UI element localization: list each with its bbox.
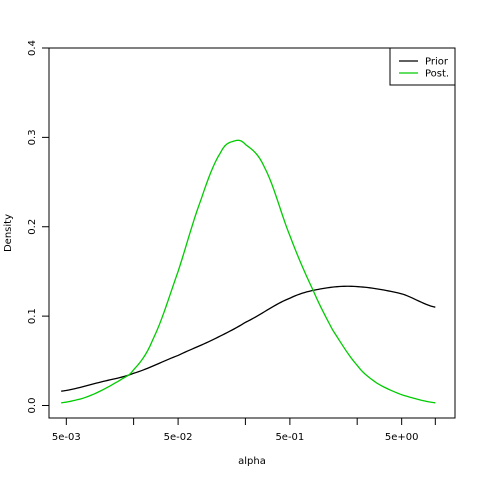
x-axis-label: alpha [238,456,266,467]
x-tick-label: 5e-01 [275,432,304,443]
y-tick-label: 0.2 [27,219,38,235]
y-tick-label: 0.1 [27,308,38,324]
x-tick-label: 5e+00 [385,432,419,443]
plot-frame [48,47,456,419]
y-axis-label: Density [3,214,14,252]
y-tick-label: 0.0 [27,398,38,414]
legend-label: Post. [425,69,449,80]
series-line-prior [61,285,436,392]
y-axis: 0.0 0.1 0.2 0.3 0.4 [27,40,49,413]
series-layer [61,139,436,404]
x-tick-label: 5e-03 [52,432,81,443]
x-axis: 5e-03 5e-02 5e-01 5e+00 [52,418,436,443]
y-tick-label: 0.3 [27,129,38,145]
x-tick-label: 5e-02 [164,432,193,443]
legend-label: Prior [425,57,449,68]
series-line-post [61,139,436,404]
y-tick-label: 0.4 [27,40,38,56]
legend-box [389,47,456,86]
